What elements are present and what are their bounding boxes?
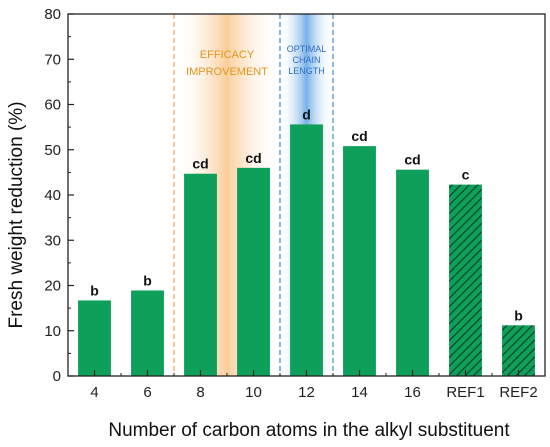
bar-REF1 [449, 184, 482, 376]
x-axis-title: Number of carbon atoms in the alkyl subs… [108, 420, 510, 441]
y-tick-label: 10 [44, 323, 61, 340]
bar-14 [343, 146, 376, 376]
bar-letter-label: c [462, 167, 470, 183]
bar-8 [184, 173, 217, 376]
x-tick-label: 14 [351, 384, 368, 401]
y-tick-label: 20 [44, 278, 61, 295]
x-tick-label: REF1 [446, 384, 484, 401]
band-label-line: OPTIMAL [287, 44, 327, 54]
y-tick-label: 70 [44, 51, 61, 68]
bar-letter-label: b [90, 282, 99, 298]
bar-letter-label: cd [351, 128, 367, 144]
x-tick-label: 10 [245, 384, 262, 401]
bar-10 [237, 167, 270, 376]
x-tick-label: 16 [404, 384, 421, 401]
bar-16 [396, 169, 429, 376]
y-tick-label: 30 [44, 232, 61, 249]
x-tick-label: 8 [196, 384, 204, 401]
y-axis-title: Fresh weight reduction (%) [6, 101, 27, 328]
bar-letter-label: b [143, 272, 152, 288]
y-tick-label: 50 [44, 142, 61, 159]
band-label-line: LENGTH [288, 66, 325, 76]
bar-REF2 [502, 325, 535, 376]
bar-letter-label: b [514, 307, 523, 323]
y-tick-label: 60 [44, 97, 61, 114]
bar-4 [78, 300, 111, 376]
bar-letter-label: d [302, 106, 311, 122]
band-label-line: IMPROVEMENT [186, 66, 268, 78]
bar-letter-label: cd [245, 150, 261, 166]
bar-6 [131, 290, 164, 376]
bar-letter-label: cd [192, 156, 208, 172]
y-tick-label: 80 [44, 6, 61, 23]
x-tick-label: REF2 [499, 384, 537, 401]
y-tick-label: 40 [44, 187, 61, 204]
y-tick-label: 0 [53, 368, 61, 385]
band-label-line: CHAIN [292, 55, 320, 65]
x-tick-label: 4 [90, 384, 98, 401]
bar-12 [290, 124, 323, 376]
x-tick-label: 12 [298, 384, 315, 401]
bar-letter-label: cd [404, 152, 420, 168]
x-tick-label: 6 [143, 384, 151, 401]
band-label-line: EFFICACY [200, 49, 255, 61]
